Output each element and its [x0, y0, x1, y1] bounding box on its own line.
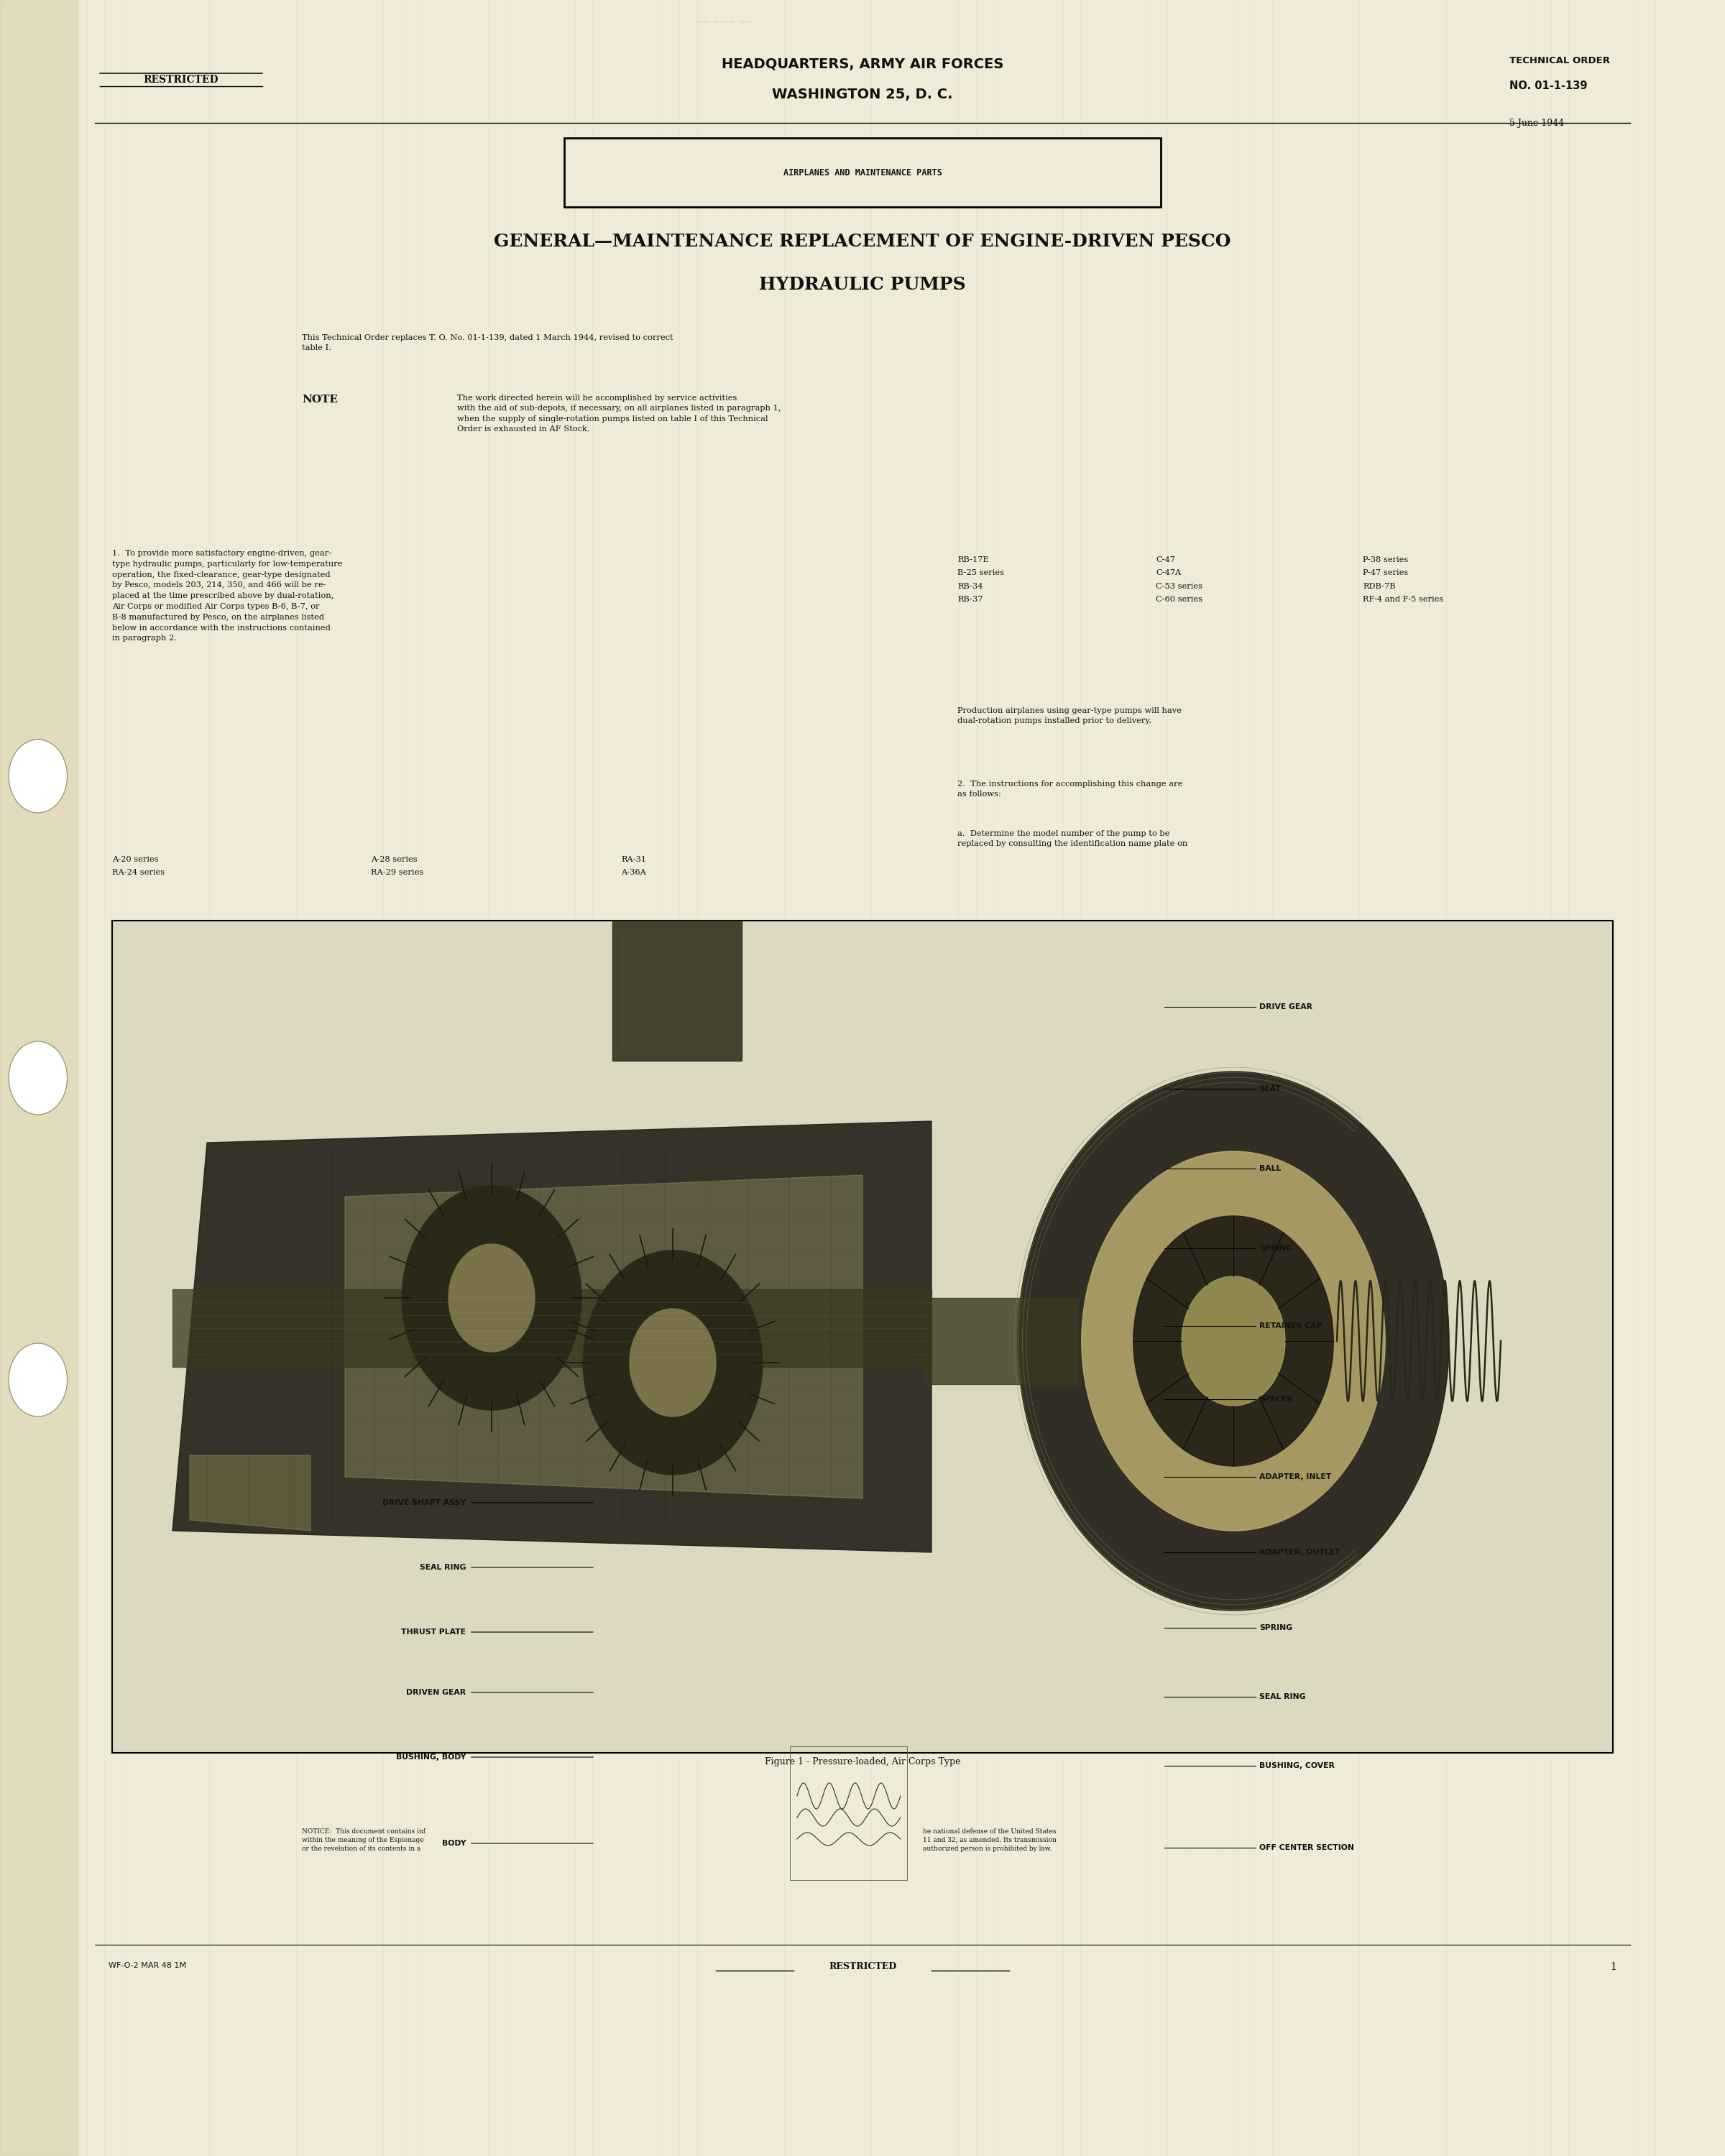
Text: SPRING: SPRING [1259, 1244, 1292, 1253]
Text: 1.  To provide more satisfactory engine-driven, gear-
type hydraulic pumps, part: 1. To provide more satisfactory engine-d… [112, 550, 343, 642]
Text: BUSHING, BODY: BUSHING, BODY [395, 1753, 466, 1761]
Text: A-28 series
RA-29 series: A-28 series RA-29 series [371, 856, 423, 875]
Text: SEAL RING: SEAL RING [1259, 1692, 1306, 1701]
Bar [621, 931, 733, 1050]
Text: 5 June 1944: 5 June 1944 [1509, 119, 1565, 127]
Text: RESTRICTED: RESTRICTED [143, 75, 219, 84]
Bar [112, 921, 1613, 1753]
Polygon shape [583, 1250, 762, 1475]
Text: NO. 01-1-139: NO. 01-1-139 [1509, 80, 1587, 91]
Circle shape [9, 740, 67, 813]
Text: TECHNICAL ORDER: TECHNICAL ORDER [1509, 56, 1609, 65]
Text: SEAT: SEAT [1259, 1084, 1282, 1093]
Text: RA-31
A-36A: RA-31 A-36A [621, 856, 647, 875]
Text: BODY: BODY [442, 1839, 466, 1848]
Polygon shape [402, 1186, 581, 1410]
Text: P-38 series
P-47 series
RDB-7B
RF-4 and F-5 series: P-38 series P-47 series RDB-7B RF-4 and … [1363, 556, 1444, 604]
Text: RETAINER CAP: RETAINER CAP [1259, 1322, 1323, 1330]
Circle shape [9, 1041, 67, 1115]
Text: DRIVEN GEAR: DRIVEN GEAR [405, 1688, 466, 1697]
Polygon shape [1182, 1276, 1285, 1406]
Text: a.  Determine the model number of the pump to be
replaced by consulting the iden: a. Determine the model number of the pum… [957, 830, 1187, 847]
Text: 1: 1 [1609, 1962, 1616, 1973]
Text: GENERAL—MAINTENANCE REPLACEMENT OF ENGINE-DRIVEN PESCO: GENERAL—MAINTENANCE REPLACEMENT OF ENGIN… [493, 233, 1232, 250]
Text: ADAPTER, INLET: ADAPTER, INLET [1259, 1473, 1332, 1481]
Text: SPACER: SPACER [1259, 1395, 1294, 1404]
Text: WASHINGTON 25, D. C.: WASHINGTON 25, D. C. [773, 88, 952, 101]
Polygon shape [630, 1309, 716, 1416]
Text: This Technical Order replaces T. O. No. 01-1-139, dated 1 March 1944, revised to: This Technical Order replaces T. O. No. … [302, 334, 673, 351]
Bar [612, 921, 742, 1061]
Text: RB-17E
B-25 series
RB-34
RB-37: RB-17E B-25 series RB-34 RB-37 [957, 556, 1004, 604]
Text: HYDRAULIC PUMPS: HYDRAULIC PUMPS [759, 276, 966, 293]
Text: ADAPTER, OUTLET: ADAPTER, OUTLET [1259, 1548, 1340, 1557]
Text: C-47
C-47A
C-53 series
C-60 series: C-47 C-47A C-53 series C-60 series [1156, 556, 1202, 604]
Polygon shape [1018, 1072, 1449, 1611]
Text: RESTRICTED: RESTRICTED [828, 1962, 897, 1971]
Polygon shape [1133, 1216, 1333, 1466]
Text: DRIVE SHAFT ASSY: DRIVE SHAFT ASSY [383, 1498, 466, 1507]
Polygon shape [448, 1244, 535, 1352]
Text: SEAL RING: SEAL RING [419, 1563, 466, 1572]
Text: BUSHING, COVER: BUSHING, COVER [1259, 1761, 1335, 1770]
Text: SPRING: SPRING [1259, 1623, 1292, 1632]
Text: WF-O-2 MAR 48 1M: WF-O-2 MAR 48 1M [109, 1962, 186, 1968]
Text: Figure 1 - Pressure-loaded, Air Corps Type: Figure 1 - Pressure-loaded, Air Corps Ty… [764, 1757, 961, 1766]
Text: ——  ———  ——: —— ——— —— [695, 17, 754, 26]
Text: NOTE: NOTE [302, 395, 338, 405]
FancyBboxPatch shape [564, 138, 1161, 207]
Bar [172, 1289, 932, 1367]
Bar [790, 1746, 907, 1880]
Polygon shape [172, 1121, 932, 1552]
Text: HEADQUARTERS, ARMY AIR FORCES: HEADQUARTERS, ARMY AIR FORCES [721, 58, 1004, 71]
Text: Production airplanes using gear-type pumps will have
dual-rotation pumps install: Production airplanes using gear-type pum… [957, 707, 1182, 724]
Polygon shape [345, 1175, 862, 1498]
Text: 2.  The instructions for accomplishing this change are
as follows:: 2. The instructions for accomplishing th… [957, 780, 1183, 798]
Text: A-20 series
RA-24 series: A-20 series RA-24 series [112, 856, 164, 875]
Bar [0, 0, 78, 2156]
Text: NOTICE:  This document contains inf
within the meaning of the Espionage
or the r: NOTICE: This document contains inf withi… [302, 1828, 426, 1852]
Text: THRUST PLATE: THRUST PLATE [400, 1628, 466, 1636]
Bar [923, 1298, 1078, 1384]
Text: BALL: BALL [1259, 1164, 1282, 1173]
Text: he national defense of the United States
11 and 32, as amended. Its transmission: he national defense of the United States… [923, 1828, 1056, 1852]
Text: DRIVE GEAR: DRIVE GEAR [1259, 1003, 1313, 1011]
Text: AIRPLANES AND MAINTENANCE PARTS: AIRPLANES AND MAINTENANCE PARTS [783, 168, 942, 177]
Circle shape [9, 1343, 67, 1416]
Text: The work directed herein will be accomplished by service activities
with the aid: The work directed herein will be accompl… [457, 395, 781, 433]
Polygon shape [190, 1455, 310, 1531]
Polygon shape [1082, 1151, 1385, 1531]
Text: OFF CENTER SECTION: OFF CENTER SECTION [1259, 1843, 1354, 1852]
